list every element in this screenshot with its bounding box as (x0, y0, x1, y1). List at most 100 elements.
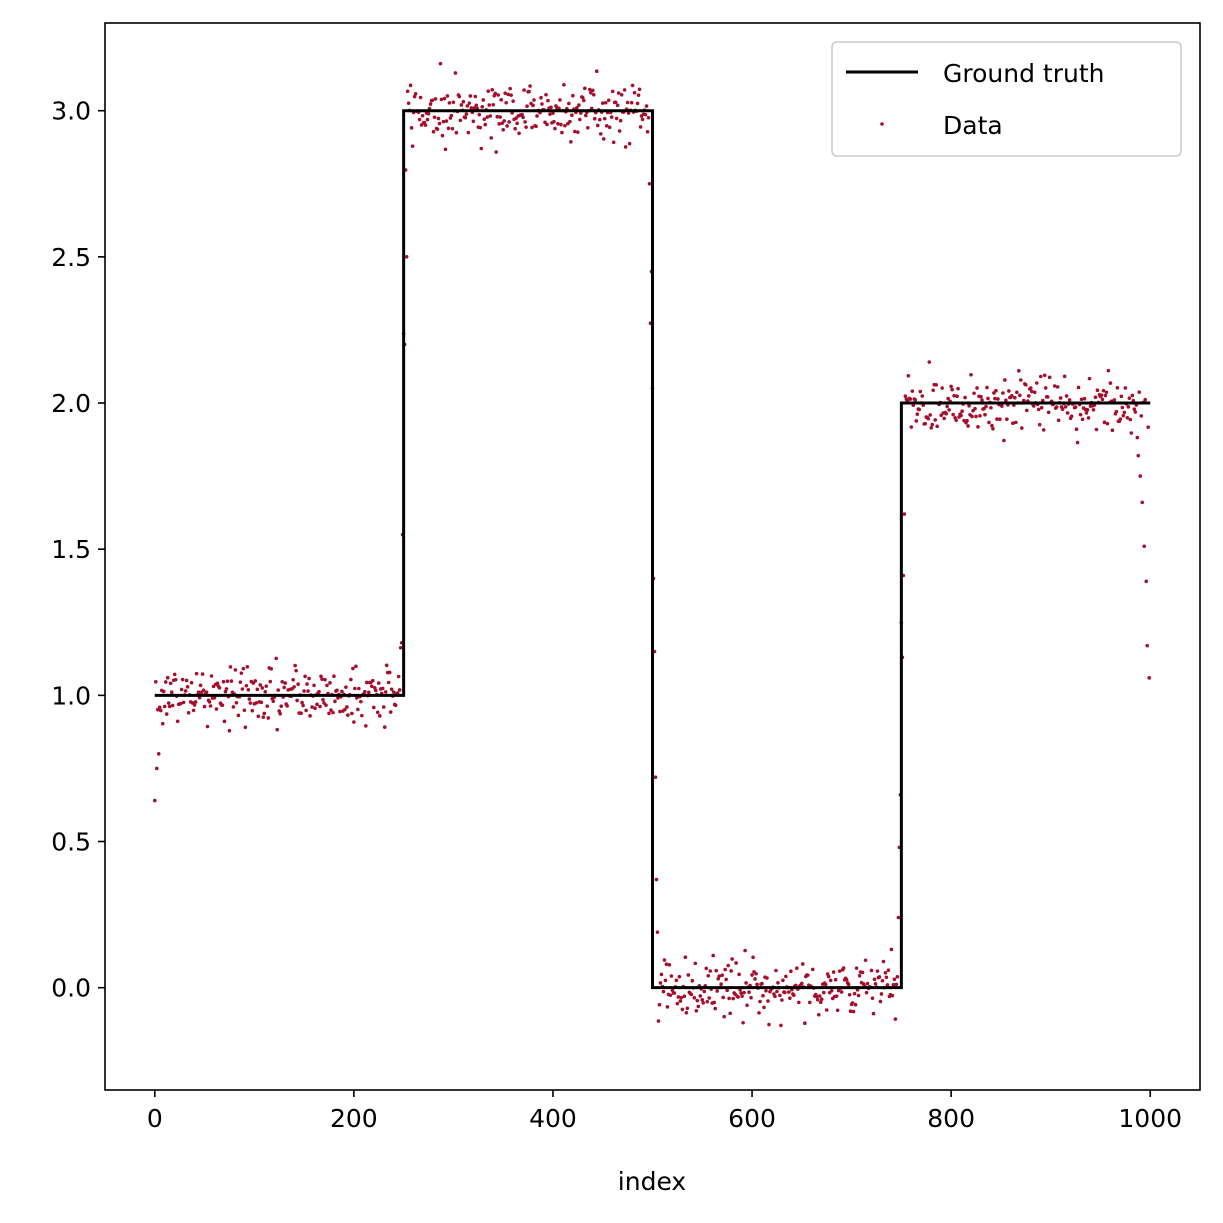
data-point (395, 691, 400, 695)
data-point (934, 383, 938, 387)
data-point (1128, 417, 1133, 422)
data-point (269, 667, 274, 671)
data-point (722, 1014, 726, 1019)
data-point (630, 83, 635, 88)
data-point (523, 120, 527, 124)
data-point (567, 101, 571, 106)
data-point (860, 970, 865, 975)
data-point (1122, 410, 1127, 415)
data-point (655, 930, 660, 934)
data-point (463, 115, 468, 120)
data-point (826, 974, 831, 979)
data-point (869, 968, 874, 973)
data-point (684, 1010, 689, 1015)
data-point (1093, 395, 1098, 400)
data-point (157, 705, 162, 710)
y-tick-label: 0.0 (51, 974, 91, 1003)
data-point (265, 704, 270, 708)
data-point (503, 91, 507, 95)
data-point (318, 704, 322, 709)
data-point (821, 990, 826, 995)
legend-ground-truth-label: Ground truth (943, 59, 1104, 88)
data-point (214, 707, 219, 711)
data-point (183, 689, 188, 693)
data-point (428, 102, 433, 106)
data-point (658, 981, 663, 985)
data-point (383, 690, 388, 694)
data-point (327, 711, 331, 716)
data-point (729, 969, 733, 973)
data-point (474, 103, 479, 108)
data-point (573, 129, 577, 134)
data-point (814, 994, 819, 999)
data-point (184, 678, 189, 683)
data-point (417, 117, 422, 122)
data-point (1143, 397, 1148, 402)
data-point (643, 112, 648, 117)
data-point (995, 417, 999, 421)
data-point (1029, 389, 1034, 394)
data-point (247, 697, 252, 701)
data-point (391, 690, 396, 694)
data-point (895, 974, 900, 979)
data-point (1101, 388, 1106, 393)
data-point (638, 125, 643, 129)
data-point (382, 725, 387, 729)
data-point (600, 101, 605, 105)
data-point (856, 993, 861, 998)
data-point (410, 144, 415, 148)
data-point (781, 978, 785, 983)
data-point (250, 708, 255, 713)
data-point (534, 124, 538, 129)
y-tick-label: 3.0 (51, 97, 91, 126)
data-point (179, 687, 184, 692)
plot-frame (104, 22, 1201, 1091)
data-point (461, 99, 466, 104)
data-point (955, 394, 959, 399)
data-point (972, 391, 976, 396)
data-point (885, 983, 890, 987)
data-point (501, 127, 505, 132)
data-point (205, 724, 210, 729)
data-point (1127, 396, 1132, 400)
data-point (522, 88, 526, 92)
data-point (707, 996, 712, 1000)
data-point (913, 398, 918, 402)
data-point (616, 91, 621, 95)
data-point (632, 90, 637, 95)
data-point (437, 121, 442, 126)
x-tick-label: 0 (147, 1104, 163, 1133)
data-point (1026, 394, 1031, 398)
data-point (704, 966, 709, 971)
ticks-layer: 0 200 400 600 800 1000 0.0 0.5 1.0 1.5 2.0 2.5 3.0 (51, 97, 1182, 1133)
data-point (1034, 381, 1039, 385)
data-point (578, 117, 582, 122)
data-point (647, 181, 652, 186)
data-point (779, 1023, 783, 1028)
data-point (1118, 417, 1123, 421)
data-point (661, 989, 666, 994)
data-point (220, 703, 225, 707)
data-point (370, 678, 375, 683)
data-point (903, 394, 908, 398)
data-point (467, 101, 472, 105)
data-point (844, 977, 849, 982)
data-point (570, 113, 574, 117)
data-point (1011, 421, 1015, 426)
y-tick-label: 0.5 (51, 828, 91, 857)
data-point (412, 94, 417, 99)
data-point (546, 98, 550, 103)
data-point (264, 684, 269, 688)
data-point (1105, 421, 1110, 426)
data-point (244, 683, 249, 688)
data-point (396, 674, 401, 679)
data-point (172, 672, 177, 677)
data-point (451, 100, 456, 105)
data-point (305, 682, 309, 686)
data-point (1140, 500, 1145, 505)
data-point (984, 404, 988, 409)
data-point (409, 126, 414, 130)
data-point (357, 686, 361, 691)
data-point (787, 990, 791, 994)
